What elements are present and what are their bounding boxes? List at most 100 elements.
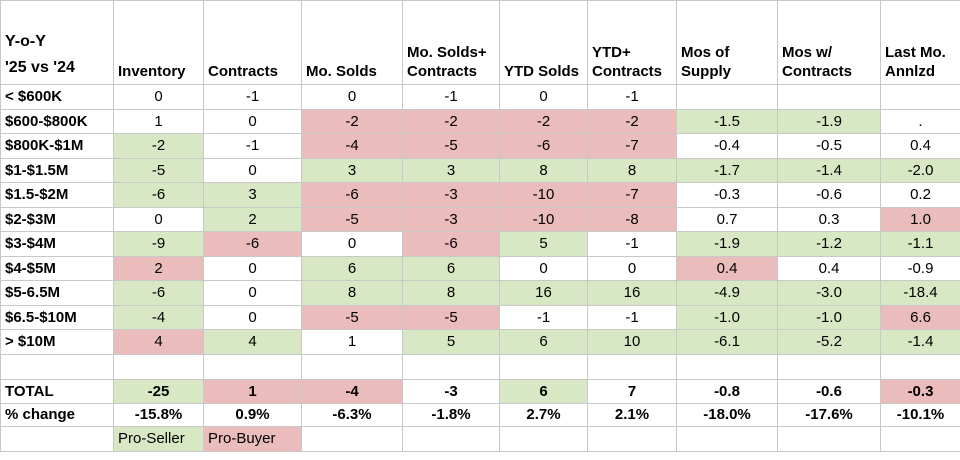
pct-ytd-contracts: 2.1% [587, 402, 677, 427]
cell-mo-solds-contracts: -6 [402, 231, 500, 257]
empty-cell [499, 425, 588, 452]
cell-mos-of-supply: -1.0 [676, 304, 778, 330]
cell-mo-solds: -5 [301, 206, 403, 232]
empty-cell [402, 353, 500, 380]
cell-ytd-solds: -6 [499, 133, 588, 159]
cell-last-mo-annlzd: -1.1 [880, 231, 960, 257]
spacer-row [0, 353, 960, 380]
row-label: $5-6.5M [0, 280, 114, 306]
cell-ytd-contracts: -8 [587, 206, 677, 232]
cell-mos-of-supply: -1.5 [676, 108, 778, 134]
cell-mos-w-contracts: -3.0 [777, 280, 881, 306]
cell-ytd-solds: 8 [499, 157, 588, 183]
cell-contracts: 3 [203, 182, 302, 208]
cell-ytd-solds: 0 [499, 255, 588, 281]
cell-mo-solds-contracts: -5 [402, 133, 500, 159]
cell-mo-solds-contracts: -3 [402, 182, 500, 208]
cell-ytd-contracts: 16 [587, 280, 677, 306]
cell-mo-solds: 6 [301, 255, 403, 281]
cell-contracts: 0 [203, 157, 302, 183]
cell-mos-w-contracts: -0.6 [777, 182, 881, 208]
pct-mos-w-contracts: -17.6% [777, 402, 881, 427]
table-row: $4-$5M 2 0 6 6 0 0 0.4 0.4 -0.9 [0, 255, 960, 281]
cell-ytd-solds: 16 [499, 280, 588, 306]
cell-mo-solds-contracts: -5 [402, 304, 500, 330]
cell-ytd-solds: 5 [499, 231, 588, 257]
total-inventory: -25 [113, 378, 204, 404]
cell-mo-solds-contracts: 3 [402, 157, 500, 183]
cell-inventory: 2 [113, 255, 204, 281]
cell-mos-w-contracts [777, 84, 881, 110]
column-header-mo-solds: Mo. Solds [301, 0, 403, 85]
column-header-inventory: Inventory [113, 0, 204, 85]
empty-cell [880, 353, 960, 380]
table-row: $6.5-$10M -4 0 -5 -5 -1 -1 -1.0 -1.0 6.6 [0, 304, 960, 330]
cell-mo-solds: 0 [301, 231, 403, 257]
cell-ytd-contracts: -7 [587, 182, 677, 208]
cell-mo-solds: -2 [301, 108, 403, 134]
cell-last-mo-annlzd: . [880, 108, 960, 134]
empty-cell [402, 425, 500, 452]
empty-cell [203, 353, 302, 380]
total-mo-solds-contracts: -3 [402, 378, 500, 404]
row-label: > $10M [0, 329, 114, 355]
row-label: < $600K [0, 84, 114, 110]
cell-last-mo-annlzd: -2.0 [880, 157, 960, 183]
cell-last-mo-annlzd: 1.0 [880, 206, 960, 232]
empty-cell [676, 425, 778, 452]
column-header-ytd-solds: YTD Solds [499, 0, 588, 85]
empty-cell [777, 425, 881, 452]
cell-contracts: -6 [203, 231, 302, 257]
cell-contracts: 0 [203, 304, 302, 330]
cell-ytd-contracts: -1 [587, 84, 677, 110]
cell-ytd-solds: 6 [499, 329, 588, 355]
cell-mos-of-supply: 0.4 [676, 255, 778, 281]
cell-inventory: -9 [113, 231, 204, 257]
cell-ytd-solds: -1 [499, 304, 588, 330]
cell-mos-of-supply: -6.1 [676, 329, 778, 355]
total-mos-w-contracts: -0.6 [777, 378, 881, 404]
empty-cell [499, 353, 588, 380]
pct-mos-of-supply: -18.0% [676, 402, 778, 427]
cell-ytd-contracts: 8 [587, 157, 677, 183]
cell-contracts: 0 [203, 255, 302, 281]
pct-mo-solds-contracts: -1.8% [402, 402, 500, 427]
total-last-mo-annlzd: -0.3 [880, 378, 960, 404]
cell-last-mo-annlzd: 0.4 [880, 133, 960, 159]
cell-mo-solds: -4 [301, 133, 403, 159]
table-row: $600-$800K 1 0 -2 -2 -2 -2 -1.5 -1.9. [0, 108, 960, 134]
cell-inventory: -4 [113, 304, 204, 330]
pct-contracts: 0.9% [203, 402, 302, 427]
row-label: $3-$4M [0, 231, 114, 257]
cell-mo-solds: -5 [301, 304, 403, 330]
row-label: $800K-$1M [0, 133, 114, 159]
cell-mo-solds: -6 [301, 182, 403, 208]
legend-pro-buyer: Pro-Buyer [203, 425, 302, 452]
cell-mo-solds-contracts: -1 [402, 84, 500, 110]
cell-mo-solds: 1 [301, 329, 403, 355]
cell-inventory: -6 [113, 182, 204, 208]
total-ytd-solds: 6 [499, 378, 588, 404]
cell-ytd-contracts: -1 [587, 304, 677, 330]
cell-mo-solds-contracts: 8 [402, 280, 500, 306]
row-label: $1.5-$2M [0, 182, 114, 208]
cell-mos-w-contracts: -5.2 [777, 329, 881, 355]
table-row: < $600K 0 -1 0 -1 0 -1 [0, 84, 960, 110]
cell-mo-solds-contracts: 6 [402, 255, 500, 281]
empty-cell [301, 353, 403, 380]
cell-contracts: 0 [203, 280, 302, 306]
cell-last-mo-annlzd: -18.4 [880, 280, 960, 306]
cell-ytd-contracts: -2 [587, 108, 677, 134]
cell-contracts: -1 [203, 84, 302, 110]
percent-change-label: % change [0, 402, 114, 427]
table-row: $2-$3M 0 2 -5 -3 -10 -8 0.7 0.3 1.0 [0, 206, 960, 232]
column-header-contracts: Contracts [203, 0, 302, 85]
header-row: Y-o-Y '25 vs '24 Inventory Contracts Mo.… [0, 0, 960, 85]
total-mos-of-supply: -0.8 [676, 378, 778, 404]
cell-ytd-contracts: 10 [587, 329, 677, 355]
cell-inventory: -5 [113, 157, 204, 183]
pct-inventory: -15.8% [113, 402, 204, 427]
cell-ytd-solds: 0 [499, 84, 588, 110]
total-row: TOTAL -25 1 -4 -3 6 7 -0.8 -0.6 -0.3 [0, 378, 960, 404]
